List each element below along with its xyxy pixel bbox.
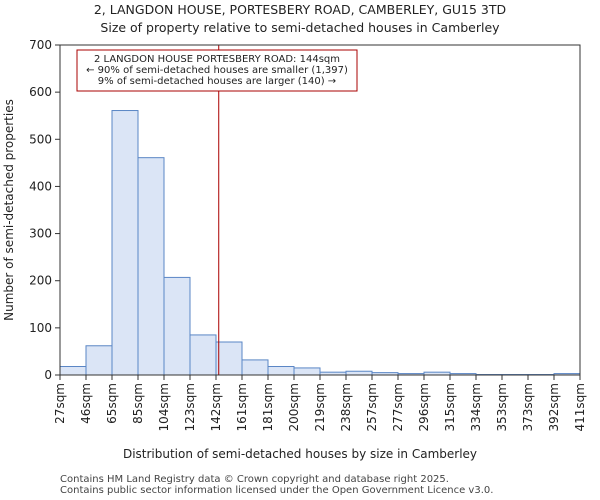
- x-tick-label: 392sqm: [547, 383, 561, 431]
- x-tick-label: 238sqm: [339, 383, 353, 431]
- bars: [59, 110, 581, 376]
- bar-238sqm: [345, 370, 373, 376]
- y-ticks: 0 100 200 300 400 500 600 700: [29, 38, 60, 382]
- y-tick-label: 500: [29, 132, 52, 146]
- x-tick-label: 315sqm: [443, 383, 457, 431]
- x-tick-label: 296sqm: [417, 383, 431, 431]
- annotation-box: [76, 49, 358, 92]
- chart-title-line1: 2, LANGDON HOUSE, PORTESBERY ROAD, CAMBE…: [94, 2, 506, 17]
- footer-line2: Contains public sector information licen…: [60, 485, 493, 496]
- x-tick-label: 219sqm: [313, 383, 327, 431]
- y-axis-label: Number of semi-detached properties: [2, 99, 16, 321]
- y-tick-label: 0: [44, 368, 52, 382]
- bar-65sqm: [111, 110, 139, 376]
- footer-line1: Contains HM Land Registry data © Crown c…: [60, 474, 449, 485]
- y-tick-label: 600: [29, 85, 52, 99]
- x-tick-label: 85sqm: [131, 383, 145, 424]
- bar-104sqm: [163, 276, 191, 376]
- annotation-line2: ← 90% of semi-detached houses are smalle…: [86, 65, 348, 76]
- y-tick-label: 200: [29, 274, 52, 288]
- x-tick-label: 277sqm: [391, 383, 405, 431]
- x-tick-label: 353sqm: [495, 383, 509, 431]
- x-tick-label: 46sqm: [79, 383, 93, 424]
- bar-123sqm: [189, 334, 217, 376]
- annotation-line3: 9% of semi-detached houses are larger (1…: [98, 76, 336, 87]
- bar-27sqm: [59, 366, 87, 376]
- x-ticks: 27sqm 46sqm 65sqm 85sqm 104sqm 123sqm 142sqm 16…: [53, 375, 587, 431]
- x-tick-label: 104sqm: [157, 383, 171, 431]
- x-tick-label: 142sqm: [209, 383, 223, 431]
- y-tick-label: 700: [29, 38, 52, 52]
- x-tick-label: 161sqm: [235, 383, 249, 431]
- bar-46sqm: [85, 345, 113, 376]
- x-tick-label: 257sqm: [365, 383, 379, 431]
- annotation-line1: 2 LANGDON HOUSE PORTESBERY ROAD: 144sqm: [94, 54, 340, 65]
- bar-161sqm: [241, 359, 269, 376]
- y-tick-label: 400: [29, 179, 52, 193]
- x-axis-label: Distribution of semi-detached houses by …: [123, 447, 477, 461]
- bar-181sqm: [267, 366, 295, 376]
- x-tick-label: 123sqm: [183, 383, 197, 431]
- x-tick-label: 411sqm: [573, 383, 587, 431]
- x-tick-label: 27sqm: [53, 383, 67, 424]
- bar-200sqm: [293, 367, 321, 376]
- x-tick-label: 200sqm: [287, 383, 301, 431]
- bar-85sqm: [137, 157, 165, 376]
- y-tick-label: 300: [29, 227, 52, 241]
- bar-142sqm: [215, 341, 243, 376]
- x-tick-label: 65sqm: [105, 383, 119, 424]
- chart-title-line2: Size of property relative to semi-detach…: [100, 20, 500, 35]
- y-tick-label: 100: [29, 321, 52, 335]
- plot-frame: [59, 44, 581, 376]
- x-tick-label: 334sqm: [469, 383, 483, 431]
- x-tick-label: 373sqm: [521, 383, 535, 431]
- x-tick-label: 181sqm: [261, 383, 275, 431]
